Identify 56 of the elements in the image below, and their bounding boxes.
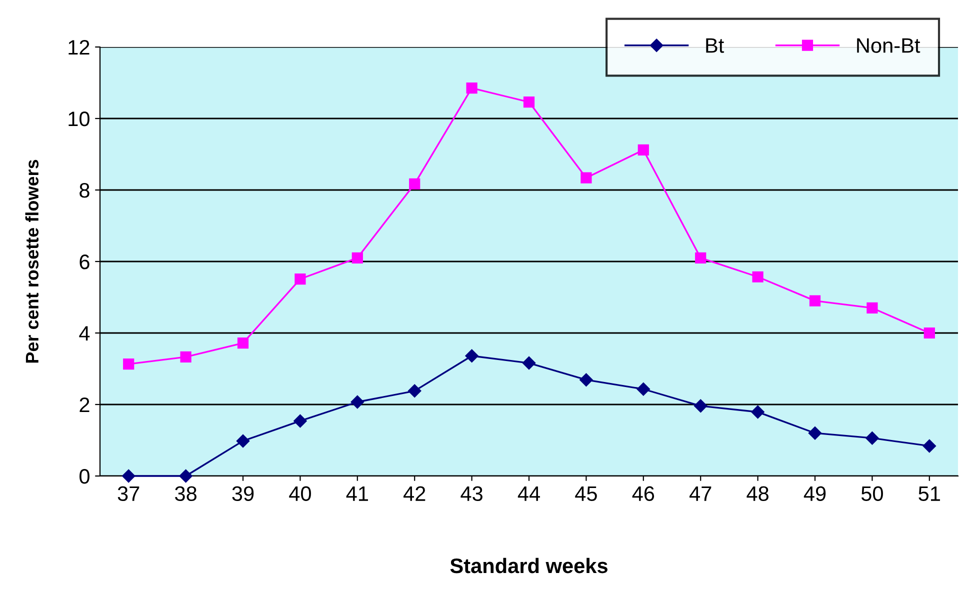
x-tick-label: 43 xyxy=(460,486,482,502)
y-tick-label: 4 xyxy=(79,326,90,341)
point xyxy=(237,337,249,349)
point xyxy=(580,373,593,386)
point xyxy=(751,405,764,419)
point xyxy=(523,96,535,108)
point xyxy=(866,302,878,314)
point xyxy=(695,252,706,264)
point xyxy=(123,358,134,370)
point xyxy=(408,384,422,398)
x-tick-label: 44 xyxy=(518,486,540,501)
y-tick-label: 2 xyxy=(80,398,90,412)
point xyxy=(409,178,420,190)
x-tick-label: 45 xyxy=(575,486,597,502)
x-tick-label: 37 xyxy=(118,486,140,502)
point xyxy=(808,426,822,440)
point xyxy=(180,351,192,363)
x-tick-label: 46 xyxy=(632,486,654,502)
x-tick-label: 50 xyxy=(861,486,883,502)
y-tick-label: 10 xyxy=(68,112,90,126)
point xyxy=(752,271,764,282)
point xyxy=(236,434,250,448)
point xyxy=(294,273,306,285)
point xyxy=(922,439,936,453)
x-tick-label: 49 xyxy=(804,486,826,502)
legend-label: Bt xyxy=(706,38,724,53)
x-tick-label: 48 xyxy=(746,486,768,502)
point xyxy=(580,172,592,184)
point xyxy=(465,349,478,362)
point xyxy=(122,469,136,483)
x-tick-label: 47 xyxy=(689,486,712,501)
y-tick-label: 8 xyxy=(80,183,90,198)
point xyxy=(924,327,935,339)
point xyxy=(466,82,478,94)
y-tick-label: 6 xyxy=(80,254,90,270)
y-axis-title: Per cent rosette flowers xyxy=(25,160,39,363)
point xyxy=(352,252,363,264)
point xyxy=(866,432,879,445)
x-tick-label: 42 xyxy=(403,486,426,501)
x-tick-label: 41 xyxy=(346,486,368,501)
x-axis-title: Standard weeks xyxy=(450,558,608,574)
point xyxy=(694,399,708,413)
point xyxy=(179,469,192,483)
x-tick-label: 38 xyxy=(175,486,196,502)
point xyxy=(809,295,821,306)
x-tick-label: 39 xyxy=(232,486,254,502)
point xyxy=(350,395,364,409)
point xyxy=(636,382,650,396)
point xyxy=(522,356,536,370)
legend-label: Non-Bt xyxy=(857,38,920,53)
y-tick-label: 12 xyxy=(68,40,90,55)
y-tick-label: 0 xyxy=(80,469,90,484)
point xyxy=(294,414,307,428)
point xyxy=(638,144,649,156)
x-tick-label: 40 xyxy=(289,486,311,502)
x-tick-label: 51 xyxy=(918,486,940,502)
